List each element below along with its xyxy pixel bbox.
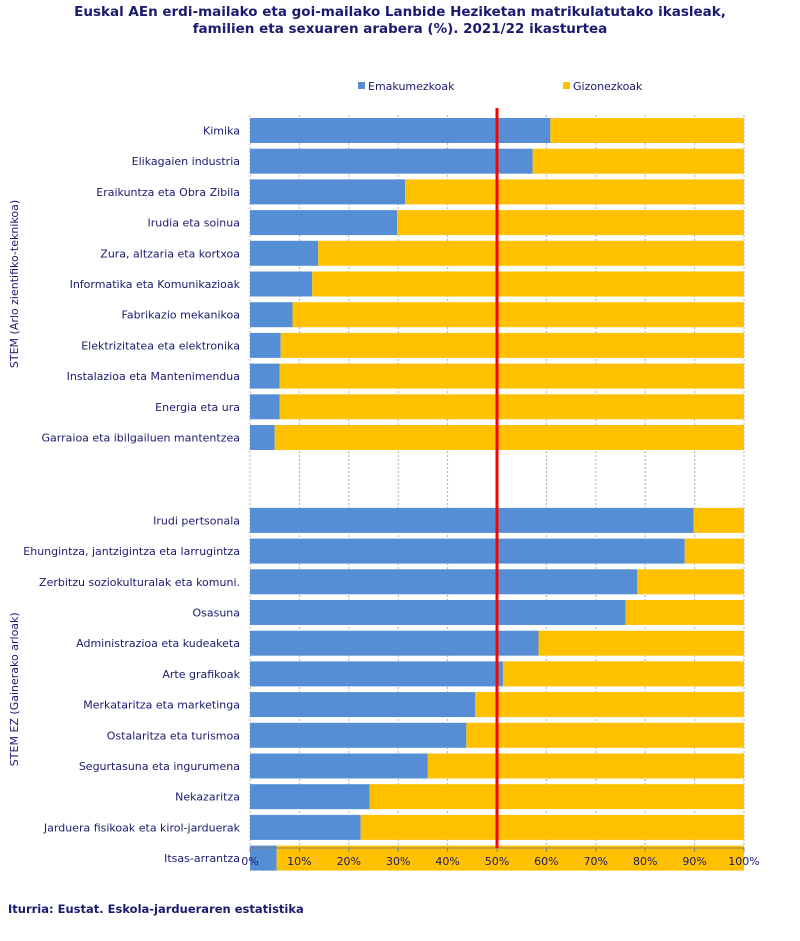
bar-men bbox=[427, 753, 744, 779]
bar-men bbox=[684, 538, 744, 564]
bar-women bbox=[250, 630, 539, 656]
bar-men bbox=[280, 332, 744, 358]
bar-women bbox=[250, 538, 685, 564]
legend-swatch-men bbox=[563, 82, 570, 89]
bar-men bbox=[274, 425, 744, 450]
bar-men bbox=[532, 148, 744, 174]
bar-men bbox=[637, 569, 744, 595]
category-label: Energia eta ura bbox=[155, 401, 240, 414]
bar-women bbox=[250, 118, 551, 143]
bar-men bbox=[292, 302, 744, 328]
bar-men bbox=[405, 179, 744, 205]
x-tick-label: 60% bbox=[534, 855, 558, 868]
category-label: Arte grafikoak bbox=[162, 668, 240, 681]
category-label: Elikagaien industria bbox=[132, 155, 240, 168]
bar-women bbox=[250, 507, 694, 533]
bar-women bbox=[250, 302, 293, 328]
category-label: Instalazioa eta Mantenimendua bbox=[67, 370, 240, 383]
legend-swatch-women bbox=[358, 82, 365, 89]
bar-men bbox=[276, 845, 744, 871]
bar-men bbox=[693, 507, 744, 533]
category-label: Informatika eta Komunikazioak bbox=[70, 278, 241, 291]
group-label: STEM EZ (Gainerako arloak) bbox=[8, 612, 21, 766]
bar-men bbox=[312, 271, 744, 297]
bar-men bbox=[625, 599, 744, 625]
x-tick-label: 0% bbox=[241, 855, 258, 868]
bar-women bbox=[250, 363, 280, 389]
bar-women bbox=[250, 425, 275, 450]
category-label: Garraioa eta ibilgailuen mantentzea bbox=[42, 432, 240, 445]
category-label: Nekazaritza bbox=[175, 791, 240, 804]
bar-women bbox=[250, 210, 398, 236]
bar-women bbox=[250, 332, 281, 358]
bar-men bbox=[475, 692, 744, 718]
bar-women bbox=[250, 271, 313, 297]
category-label: Osasuna bbox=[192, 606, 240, 619]
chart-title: Euskal AEn erdi-mailako eta goi-mailako … bbox=[0, 4, 800, 38]
chart-title-line-1: Euskal AEn erdi-mailako eta goi-mailako … bbox=[74, 4, 726, 20]
x-tick-label: 20% bbox=[337, 855, 361, 868]
category-label: Itsas-arrantza bbox=[164, 852, 240, 865]
category-label: Fabrikazio mekanikoa bbox=[122, 309, 240, 322]
category-label: Elektrizitatea eta elektronika bbox=[81, 339, 240, 352]
x-tick-label: 90% bbox=[682, 855, 706, 868]
category-label: Eraikuntza eta Obra Zibila bbox=[96, 186, 240, 199]
bar-women bbox=[250, 240, 319, 266]
x-tick-label: 50% bbox=[485, 855, 509, 868]
bar-women bbox=[250, 784, 370, 810]
category-label: Zerbitzu soziokulturalak eta komuni. bbox=[39, 576, 240, 589]
source-note: Iturria: Eustat. Eskola-jardueraren esta… bbox=[8, 902, 304, 916]
bar-men bbox=[502, 661, 744, 687]
x-tick-label: 10% bbox=[287, 855, 311, 868]
legend-label-men: Gizonezkoak bbox=[573, 80, 643, 93]
x-tick-label: 80% bbox=[633, 855, 657, 868]
category-label: Ehungintza, jantzigintza eta larrugintza bbox=[23, 545, 240, 558]
bar-women bbox=[250, 394, 280, 420]
category-label: Merkataritza eta marketinga bbox=[83, 699, 240, 712]
category-label: Kimika bbox=[203, 125, 240, 138]
group-label: STEM (Arlo zientifiko-teknikoa) bbox=[8, 200, 21, 368]
bar-women bbox=[250, 569, 638, 595]
category-label: Irudia eta soinua bbox=[147, 217, 240, 230]
bar-women bbox=[250, 722, 467, 748]
bar-men bbox=[318, 240, 744, 266]
bar-women bbox=[250, 814, 361, 840]
bar-men bbox=[538, 630, 744, 656]
x-tick-label: 30% bbox=[386, 855, 410, 868]
bar-men bbox=[279, 394, 744, 420]
legend-label-women: Emakumezkoak bbox=[368, 80, 455, 93]
bar-women bbox=[250, 845, 277, 871]
bar-women bbox=[250, 692, 476, 718]
x-tick-label: 70% bbox=[584, 855, 608, 868]
bar-women bbox=[250, 179, 406, 205]
category-label: Zura, altzaria eta kortxoa bbox=[100, 247, 240, 260]
bar-men bbox=[369, 784, 744, 810]
bar-women bbox=[250, 599, 626, 625]
chart-title-line-2: familien eta sexuaren arabera (%). 2021/… bbox=[192, 21, 608, 37]
bar-men bbox=[397, 210, 744, 236]
bar-men bbox=[466, 722, 744, 748]
bar-men bbox=[360, 814, 744, 840]
bar-women bbox=[250, 753, 428, 779]
bar-men bbox=[279, 363, 744, 389]
bar-women bbox=[250, 661, 503, 687]
category-label: Administrazioa eta kudeaketa bbox=[76, 637, 240, 650]
x-tick-label: 40% bbox=[435, 855, 459, 868]
category-label: Jarduera fisikoak eta kirol-jarduerak bbox=[43, 821, 241, 834]
x-tick-label: 100% bbox=[728, 855, 759, 868]
category-label: Ostalaritza eta turismoa bbox=[107, 729, 240, 742]
category-label: Segurtasuna eta ingurumena bbox=[79, 760, 240, 773]
category-label: Irudi pertsonala bbox=[153, 514, 240, 527]
bar-men bbox=[550, 118, 744, 143]
bar-women bbox=[250, 148, 533, 174]
